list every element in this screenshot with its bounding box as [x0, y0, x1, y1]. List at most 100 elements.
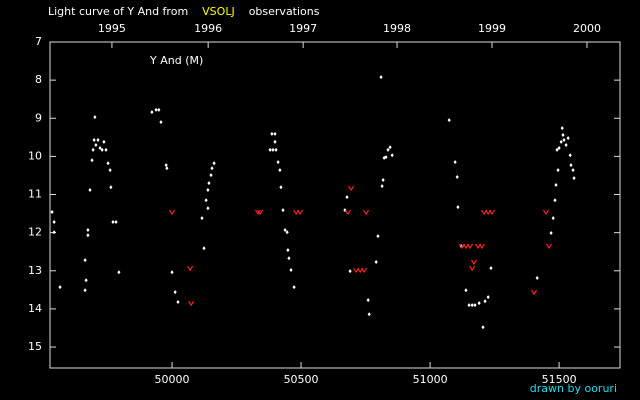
observation-point [555, 147, 559, 152]
observation-point [292, 285, 296, 290]
observation-point [486, 295, 490, 300]
top-tick-label: 1998 [383, 22, 411, 35]
top-tick-label: 1995 [98, 22, 126, 35]
y-tick-label: 15 [28, 340, 42, 353]
observation-point [551, 216, 555, 221]
y-tick-label: 8 [35, 73, 42, 86]
observation-point [281, 208, 285, 213]
observation-point [489, 266, 493, 271]
observation-point [268, 147, 272, 152]
fainter-mark [254, 209, 261, 216]
x-tick-label: 51000 [413, 373, 448, 386]
observation-point [202, 246, 206, 251]
fainter-mark [187, 265, 194, 272]
fainter-mark [169, 209, 176, 216]
observation-point [562, 137, 566, 142]
fainter-mark [462, 243, 469, 250]
fainter-mark [481, 209, 488, 216]
observation-point [381, 178, 385, 183]
observation-point [557, 145, 561, 150]
observation-point [94, 142, 98, 147]
observation-point [92, 137, 96, 142]
observation-point [50, 210, 54, 215]
chart-title: Light curve of Y And from [48, 5, 188, 18]
observation-point [283, 227, 287, 232]
observation-point [390, 153, 394, 158]
observation-point [102, 139, 106, 144]
observation-point [210, 166, 214, 171]
fainter-mark [489, 209, 496, 216]
observation-point [278, 168, 282, 173]
y-tick-label: 14 [28, 302, 42, 315]
fainter-mark [531, 289, 538, 296]
observation-point [553, 198, 557, 203]
observation-point [157, 107, 161, 112]
fainter-mark [546, 243, 553, 250]
observation-point [273, 131, 277, 136]
observation-point [270, 131, 274, 136]
observation-point [374, 260, 378, 265]
observation-point [380, 184, 384, 189]
observation-point [90, 158, 94, 163]
top-tick-label: 2000 [573, 22, 601, 35]
observation-point [83, 288, 87, 293]
observation-point [561, 133, 565, 138]
observation-point [464, 288, 468, 293]
y-tick-label: 9 [35, 111, 42, 124]
x-tick-label: 50500 [284, 373, 319, 386]
observation-point [165, 166, 169, 171]
observation-point [367, 312, 371, 317]
observation-point [569, 163, 573, 168]
observation-point [366, 298, 370, 303]
observation-point [104, 147, 108, 152]
observation-point [564, 142, 568, 147]
chart-title: VSOLJ [202, 5, 235, 18]
observation-point [206, 206, 210, 211]
observation-point [84, 278, 88, 283]
y-tick-label: 7 [35, 35, 42, 48]
observation-point [86, 233, 90, 238]
fainter-mark [353, 267, 360, 274]
observation-point [560, 126, 564, 131]
credit: drawn by ooruri [530, 382, 617, 395]
fainter-mark [257, 209, 264, 216]
observation-point [289, 268, 293, 273]
observation-point [382, 155, 386, 160]
observation-point [386, 147, 390, 152]
plot-frame [49, 41, 621, 369]
observation-point [343, 208, 347, 213]
y-tick-label: 10 [28, 149, 42, 162]
observation-point [554, 182, 558, 187]
observation-point [108, 168, 112, 173]
fainter-mark [345, 209, 352, 216]
observation-point [467, 303, 471, 308]
top-tick-label: 1997 [289, 22, 317, 35]
observation-point [483, 299, 487, 304]
observation-point [572, 176, 576, 181]
observation-point [164, 163, 168, 168]
observation-point [88, 187, 92, 192]
observation-point [456, 205, 460, 210]
observation-point [273, 139, 277, 144]
observation-point [453, 160, 457, 165]
fainter-mark [188, 300, 195, 307]
observation-point [52, 219, 56, 224]
observation-point [535, 276, 539, 281]
observation-point [473, 303, 477, 308]
fainter-mark [363, 209, 370, 216]
observation-point [52, 230, 56, 235]
annotation: Y And (M) [149, 54, 203, 67]
fainter-mark [297, 209, 304, 216]
fainter-mark [361, 267, 368, 274]
observation-point [159, 120, 163, 125]
observation-point [477, 301, 481, 306]
observation-point [98, 145, 102, 150]
observation-point [388, 145, 392, 150]
observation-point [207, 181, 211, 186]
observation-point [481, 325, 485, 330]
observation-point [100, 147, 104, 152]
fainter-mark [467, 243, 474, 250]
fainter-mark [469, 265, 476, 272]
